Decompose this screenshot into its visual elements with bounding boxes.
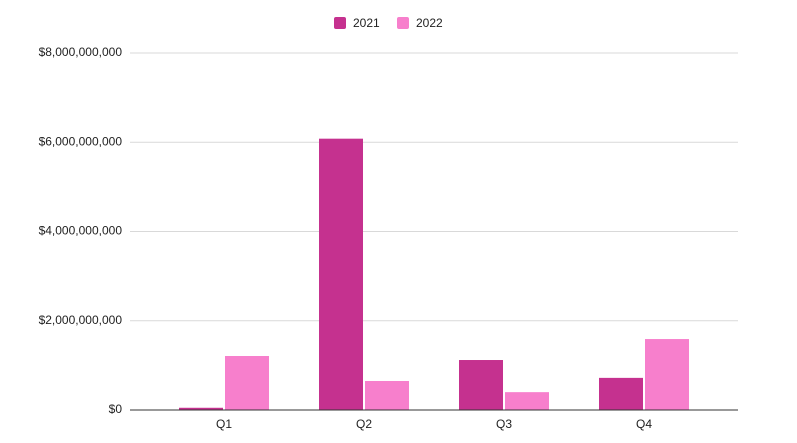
x-tick-label: Q4 <box>636 417 652 431</box>
legend-swatch <box>397 17 409 29</box>
bar <box>225 356 269 410</box>
x-tick-label: Q2 <box>356 417 372 431</box>
y-tick-label: $4,000,000,000 <box>39 224 123 238</box>
bar <box>319 138 363 410</box>
legend-swatch <box>334 17 346 29</box>
x-tick-label: Q3 <box>496 417 512 431</box>
legend-label: 2022 <box>416 16 443 30</box>
bar <box>645 339 689 410</box>
y-tick-label: $2,000,000,000 <box>39 313 123 327</box>
x-tick-label: Q1 <box>216 417 232 431</box>
bar <box>179 407 223 410</box>
bar <box>505 392 549 410</box>
y-tick-label: $6,000,000,000 <box>39 134 123 148</box>
bar <box>459 360 503 410</box>
y-tick-label: $8,000,000,000 <box>39 45 123 59</box>
bar <box>599 377 643 410</box>
legend-label: 2021 <box>353 16 380 30</box>
bar <box>365 380 409 410</box>
y-tick-label: $0 <box>109 402 123 416</box>
